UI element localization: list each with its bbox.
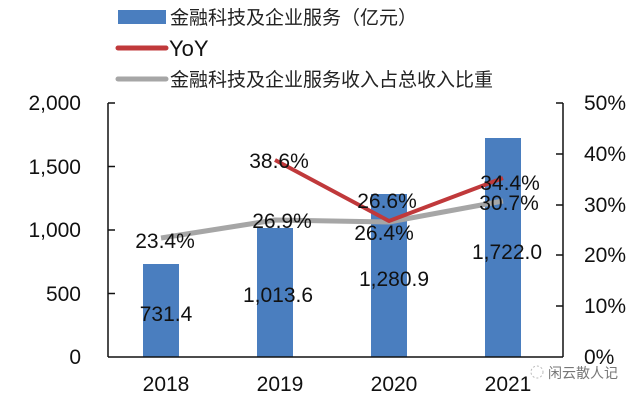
y-tick-2000: 2,000 bbox=[28, 92, 81, 115]
legend-swatch-bar bbox=[118, 10, 166, 24]
legend: 金融科技及企业服务（亿元） YoY 金融科技及企业服务收入占总收入比重 bbox=[115, 7, 493, 91]
left-axis bbox=[107, 102, 115, 357]
bar-label-2021: 1,722.0 bbox=[472, 241, 542, 264]
yoy-line bbox=[274, 158, 504, 223]
legend-label-yoy: YoY bbox=[169, 36, 209, 61]
legend-label-bar: 金融科技及企业服务（亿元） bbox=[170, 7, 417, 29]
share-label-2021: 30.7% bbox=[479, 192, 539, 215]
y2-tick-10: 10% bbox=[584, 295, 626, 318]
share-line bbox=[160, 198, 504, 241]
left-axis-ticks: 0 500 1,000 1,500 2,000 bbox=[28, 92, 81, 369]
y2-tick-30: 30% bbox=[584, 194, 626, 217]
bar-label-2019: 1,013.6 bbox=[243, 284, 313, 307]
watermark-text: 闲云散人记 bbox=[548, 366, 618, 382]
x-label-2020: 2020 bbox=[371, 373, 418, 396]
y2-tick-40: 40% bbox=[584, 143, 626, 166]
share-labels: 23.4% 26.9% 26.4% 30.7% bbox=[135, 192, 539, 253]
bar-label-2018: 731.4 bbox=[140, 303, 193, 326]
x-label-2021: 2021 bbox=[485, 373, 532, 396]
y-tick-1000: 1,000 bbox=[28, 219, 81, 242]
x-label-2018: 2018 bbox=[143, 373, 190, 396]
y-tick-500: 500 bbox=[46, 283, 81, 306]
bar-2018 bbox=[143, 264, 179, 357]
right-axis-ticks: 0% 10% 20% 30% 40% 50% bbox=[584, 92, 626, 369]
yoy-label-2020: 26.6% bbox=[357, 190, 417, 213]
x-axis-labels: 2018 2019 2020 2021 bbox=[143, 373, 532, 396]
yoy-label-2021: 34.4% bbox=[480, 172, 540, 195]
share-label-2018: 23.4% bbox=[135, 230, 195, 253]
share-label-2020: 26.4% bbox=[354, 222, 414, 245]
legend-label-share: 金融科技及企业服务收入占总收入比重 bbox=[170, 69, 493, 91]
yoy-label-2019: 38.6% bbox=[249, 150, 309, 173]
x-label-2019: 2019 bbox=[257, 373, 304, 396]
bar-2019 bbox=[257, 228, 293, 357]
right-axis bbox=[556, 102, 564, 357]
y2-tick-20: 20% bbox=[584, 244, 626, 267]
bar-labels: 731.4 1,013.6 1,280.9 1,722.0 bbox=[140, 241, 542, 326]
yoy-labels: 38.6% 26.6% 34.4% bbox=[249, 150, 540, 213]
y-tick-0: 0 bbox=[69, 346, 81, 369]
y2-tick-0: 0% bbox=[584, 346, 614, 369]
watermark: 闲云散人记 bbox=[530, 365, 618, 382]
bar-label-2020: 1,280.9 bbox=[359, 268, 429, 291]
watermark-logo-icon bbox=[530, 365, 544, 379]
share-label-2019: 26.9% bbox=[252, 210, 312, 233]
y-tick-1500: 1,500 bbox=[28, 156, 81, 179]
y2-tick-50: 50% bbox=[584, 92, 626, 115]
bar-2021 bbox=[485, 138, 521, 357]
bar-series bbox=[143, 138, 521, 357]
